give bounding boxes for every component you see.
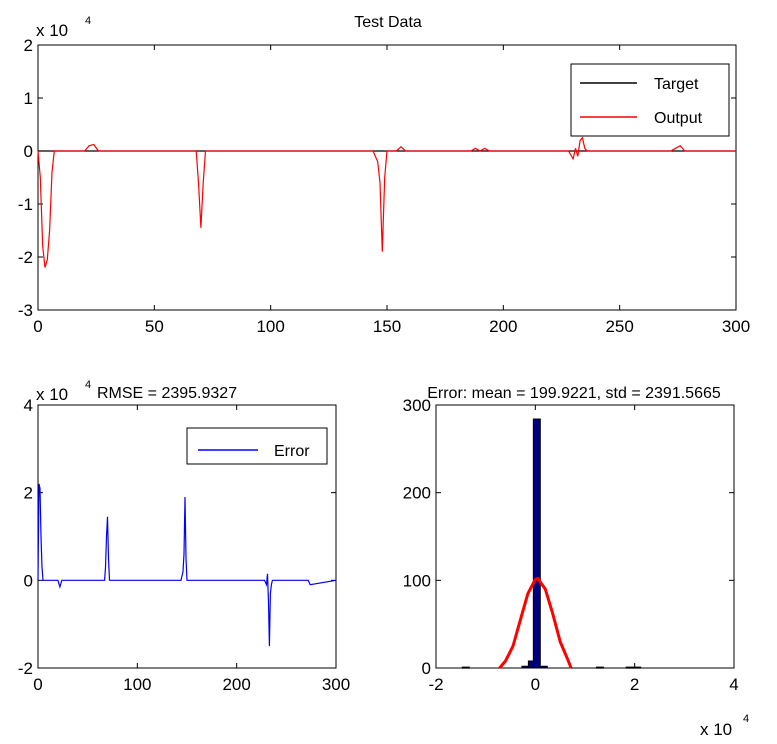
- x-tick-label: 4: [729, 675, 738, 694]
- y-tick-label: 0: [24, 142, 33, 161]
- x-tick-label: 100: [256, 317, 284, 336]
- x-tick-label: 100: [123, 675, 151, 694]
- y-multiplier-base: x 10: [36, 385, 68, 404]
- chart-title: Error: mean = 199.9221, std = 2391.5665: [427, 385, 721, 402]
- histogram-bar: [461, 666, 470, 669]
- x-tick-label: 300: [722, 317, 750, 336]
- y-tick-label: 300: [403, 396, 431, 415]
- histogram-bar: [539, 665, 548, 669]
- legend-error-label: Error: [274, 443, 310, 460]
- error-series-line: [37, 483, 337, 647]
- x-tick-label: 50: [145, 317, 164, 336]
- histogram-bar: [625, 666, 634, 669]
- x-tick-label: 200: [489, 317, 517, 336]
- y-multiplier-base: x 10: [36, 21, 68, 40]
- x-tick-label: 0: [33, 675, 42, 694]
- legend-output-label: Output: [654, 110, 703, 127]
- y-tick-label: 4: [24, 396, 33, 415]
- legend-target-label: Target: [654, 76, 699, 93]
- x-tick-label: -2: [428, 675, 443, 694]
- chart-title: Test Data: [354, 14, 422, 31]
- histogram-bar: [633, 666, 642, 669]
- x-tick-label: 150: [373, 317, 401, 336]
- error-histogram-chart: Error: mean = 199.9221, std = 2391.5665 …: [403, 385, 750, 739]
- x-tick-label: 300: [322, 675, 350, 694]
- histogram-bar: [532, 418, 541, 669]
- x-multiplier-exponent: 4: [743, 713, 749, 725]
- test-data-chart: Test Data x 10 4 0 50 100 150 200 250 300 -3 -2 -…: [18, 14, 750, 336]
- x-tick-label: 200: [222, 675, 250, 694]
- x-tick-label: 2: [630, 675, 639, 694]
- y-multiplier-exponent: 4: [85, 379, 91, 391]
- y-tick-label: -3: [18, 301, 33, 320]
- y-tick-label: 100: [403, 571, 431, 590]
- y-tick-label: -2: [18, 659, 33, 678]
- y-tick-label: 200: [403, 484, 431, 503]
- y-tick-label: -1: [18, 195, 33, 214]
- chart-title: RMSE = 2395.9327: [97, 385, 237, 402]
- y-tick-label: 0: [24, 571, 33, 590]
- y-tick-label: 1: [24, 89, 33, 108]
- error-chart: x 10 4 RMSE = 2395.9327 0 100 200 300-2024 …: [18, 379, 350, 694]
- plot-area: [435, 404, 735, 669]
- legend: Error: [186, 427, 328, 465]
- normal-fit-curve: [498, 576, 573, 669]
- y-tick-label: 2: [24, 36, 33, 55]
- histogram-bar: [595, 666, 604, 669]
- x-tick-label: 0: [33, 317, 42, 336]
- y-tick-label: 0: [422, 659, 431, 678]
- x-multiplier-base: x 10: [700, 720, 732, 739]
- legend-box: [186, 427, 328, 465]
- legend: Target Output: [570, 63, 730, 137]
- histogram-bar: [521, 665, 530, 669]
- y-tick-label: -2: [18, 248, 33, 267]
- y-multiplier-exponent: 4: [85, 15, 91, 27]
- x-tick-label: 0: [531, 675, 540, 694]
- y-tick-label: 2: [24, 484, 33, 503]
- x-tick-label: 250: [605, 317, 633, 336]
- legend-box: [570, 63, 730, 137]
- output-series-line: [37, 136, 736, 268]
